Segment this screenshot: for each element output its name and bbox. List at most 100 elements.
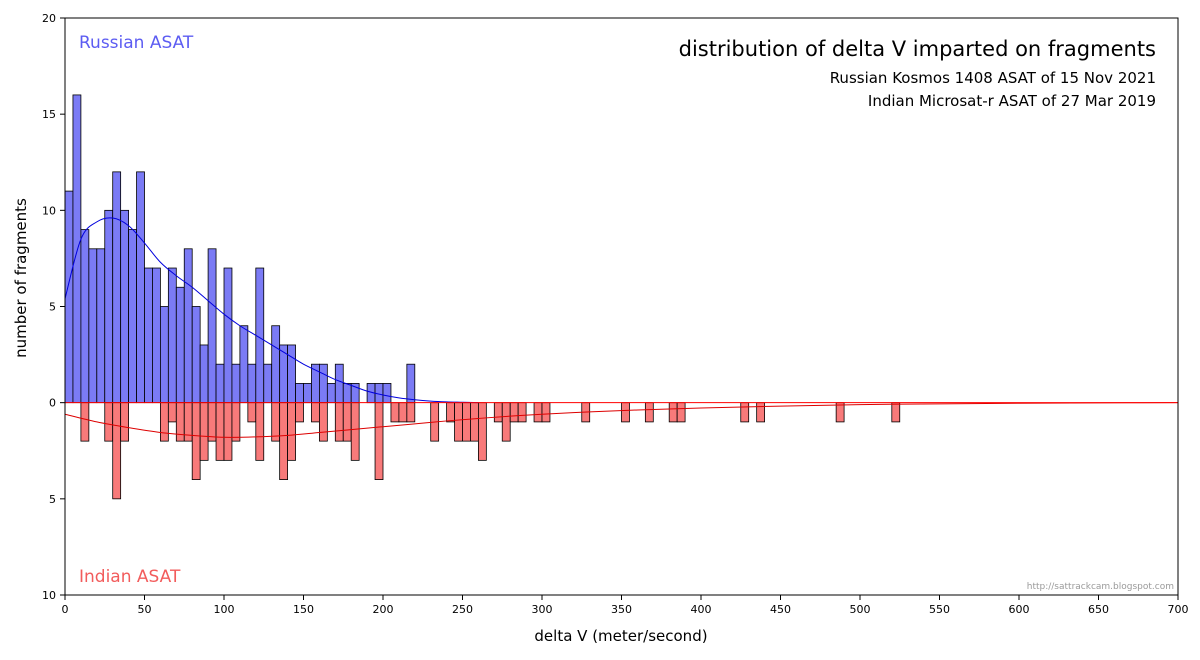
indian-bar <box>159 402 169 442</box>
indian-bar <box>80 402 90 442</box>
y-axis-label: number of fragments <box>12 198 30 358</box>
indian-bar <box>223 402 233 461</box>
chart-subtitle-indian: Indian Microsat-r ASAT of 27 Mar 2019 <box>868 92 1156 110</box>
indian-bar <box>756 402 766 423</box>
russian-bar <box>406 363 416 404</box>
x-axis-label: delta V (meter/second) <box>534 627 707 645</box>
indian-bar <box>311 402 320 423</box>
x-tick-label: 50 <box>138 603 152 616</box>
russian-bar <box>215 363 225 404</box>
indian-bar <box>279 402 288 480</box>
y-tick-label: 0 <box>49 397 56 410</box>
indian-bar <box>501 402 511 442</box>
russian-bar <box>295 383 304 404</box>
x-tick-label: 250 <box>452 603 473 616</box>
indian-bar <box>533 402 543 423</box>
russian-bar <box>167 267 177 404</box>
russian-bar <box>144 267 153 404</box>
chart-title: distribution of delta V imparted on frag… <box>679 37 1156 61</box>
russian-bar <box>287 344 296 404</box>
y-tick-label: 10 <box>42 589 56 602</box>
x-tick-label: 350 <box>611 603 632 616</box>
russian-bar <box>96 248 106 404</box>
indian-bar <box>318 402 328 442</box>
chart-subtitle-russian: Russian Kosmos 1408 ASAT of 15 Nov 2021 <box>830 69 1156 87</box>
indian-bar <box>231 402 241 442</box>
russian-bar <box>112 171 122 404</box>
indian-bar <box>541 402 551 423</box>
russian-bar <box>191 306 201 404</box>
russian-bar <box>303 383 312 404</box>
russian-bar <box>263 363 273 404</box>
russian-bar <box>223 267 233 404</box>
indian-bar <box>390 402 400 423</box>
indian-bar <box>287 402 296 461</box>
russian-bar <box>88 248 98 404</box>
indian-bar <box>509 402 519 423</box>
indian-bar <box>207 402 217 442</box>
indian-bar <box>112 402 122 500</box>
x-tick-label: 700 <box>1168 603 1189 616</box>
indian-asat-fit-curve <box>64 402 1179 438</box>
indian-bar <box>342 402 352 442</box>
y-tick-label: 15 <box>42 108 56 121</box>
indian-bar <box>891 402 901 423</box>
russian-bar <box>247 363 257 404</box>
russian-bar <box>183 248 193 404</box>
legend-indian-asat: Indian ASAT <box>79 567 181 587</box>
indian-bar <box>644 402 654 423</box>
russian-bar <box>136 171 145 404</box>
y-tick-label: 20 <box>42 12 56 25</box>
russian-bar <box>104 209 114 404</box>
russian-bar <box>120 209 130 404</box>
russian-bar <box>231 363 241 404</box>
x-tick-label: 100 <box>214 603 235 616</box>
russian-bar <box>334 363 344 404</box>
indian-bar <box>215 402 225 461</box>
russian-bar <box>255 267 265 404</box>
indian-bar <box>295 402 304 423</box>
x-tick-label: 550 <box>929 603 950 616</box>
indian-bar <box>104 402 114 442</box>
russian-bar <box>80 229 90 404</box>
indian-bar <box>740 402 750 423</box>
indian-bar <box>255 402 265 461</box>
indian-bar <box>398 402 408 423</box>
russian-bar <box>175 286 185 404</box>
x-tick-label: 300 <box>532 603 553 616</box>
indian-bar <box>517 402 527 423</box>
y-tick-label: 5 <box>49 301 56 314</box>
y-axis-ticks: 20 15 10 5 0 5 10 <box>42 12 65 602</box>
x-tick-label: 450 <box>770 603 791 616</box>
x-tick-label: 200 <box>373 603 394 616</box>
x-tick-label: 400 <box>691 603 712 616</box>
russian-bar <box>271 325 281 404</box>
indian-bar <box>406 402 416 423</box>
indian-bar <box>350 402 360 461</box>
russian-bar <box>318 363 328 404</box>
russian-bar <box>152 267 161 404</box>
indian-bar <box>191 402 201 480</box>
y-tick-label: 10 <box>42 204 56 217</box>
indian-bar <box>470 402 479 442</box>
indian-bar <box>271 402 281 442</box>
russian-bar <box>199 344 209 404</box>
x-axis-ticks: 0 50 100 150 200 250 300 350 400 450 500 550 600 650 7… <box>62 595 1189 616</box>
indian-bar <box>120 402 130 442</box>
indian-bar <box>621 402 630 423</box>
x-tick-label: 600 <box>1009 603 1030 616</box>
indian-bar <box>477 402 487 461</box>
russian-bar <box>159 306 169 404</box>
russian-bar <box>239 325 249 404</box>
x-tick-label: 500 <box>850 603 871 616</box>
indian-bar <box>462 402 471 442</box>
indian-bar <box>676 402 686 423</box>
x-tick-label: 150 <box>293 603 314 616</box>
legend-russian-asat: Russian ASAT <box>79 33 194 53</box>
russian-bar <box>128 229 137 404</box>
source-credit: http://sattrackcam.blogspot.com <box>1027 582 1174 592</box>
indian-bar <box>493 402 503 423</box>
russian-bar <box>326 383 336 404</box>
x-tick-label: 650 <box>1088 603 1109 616</box>
